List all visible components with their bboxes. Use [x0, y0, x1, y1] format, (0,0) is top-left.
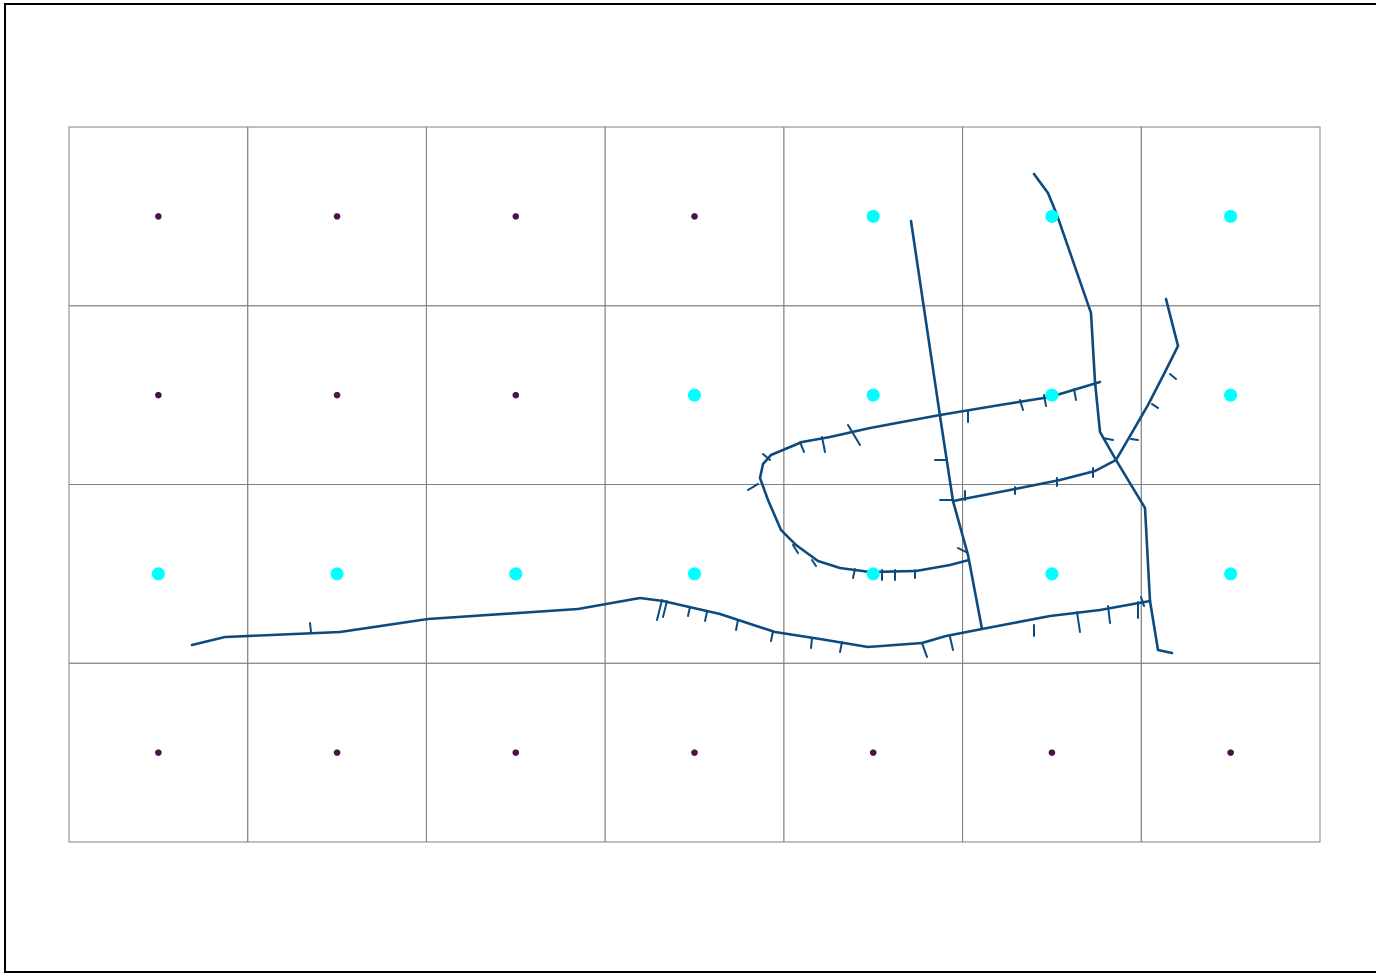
road-tick — [770, 630, 774, 642]
unselected-point[interactable] — [333, 213, 341, 220]
unselected-point[interactable] — [512, 749, 520, 756]
selected-point[interactable] — [509, 567, 523, 581]
unselected-point[interactable] — [512, 391, 520, 399]
road-loop[interactable] — [758, 380, 1102, 574]
road-tick — [847, 424, 861, 446]
road-tick — [1107, 605, 1111, 624]
road-tick — [747, 483, 759, 491]
selected-point[interactable] — [1224, 567, 1238, 581]
unselected-point[interactable] — [691, 213, 698, 220]
road-tick — [1073, 388, 1077, 401]
unselected-point[interactable] — [1227, 749, 1234, 756]
road-tick — [309, 622, 312, 633]
grid-layer — [68, 126, 1321, 843]
road-tick — [957, 547, 967, 553]
road-northeast[interactable] — [1032, 172, 1118, 462]
road-tick — [1102, 437, 1114, 441]
road-tick — [762, 453, 771, 461]
road-tick — [1019, 399, 1024, 411]
selected-point[interactable] — [866, 567, 880, 581]
road-tick — [1043, 394, 1047, 407]
road-north-vertical[interactable] — [909, 219, 984, 631]
road-tick — [1130, 438, 1139, 441]
unselected-point[interactable] — [869, 749, 877, 756]
map-frame — [4, 3, 1376, 973]
road-tick — [792, 544, 799, 554]
road-tick — [1169, 373, 1177, 380]
selected-point[interactable] — [866, 209, 880, 223]
road-tick — [704, 611, 708, 622]
road-tick — [921, 642, 928, 658]
road-tick — [949, 636, 954, 651]
road-tick — [1076, 611, 1081, 633]
selected-point[interactable] — [688, 567, 701, 581]
road-tick — [662, 600, 668, 618]
road-middle[interactable] — [951, 458, 1118, 503]
road-east-spur[interactable] — [1148, 599, 1174, 655]
selected-point[interactable] — [866, 388, 880, 402]
selected-point[interactable] — [1045, 388, 1059, 402]
selected-point[interactable] — [688, 388, 701, 402]
selected-point[interactable] — [1045, 209, 1059, 223]
road-tick — [852, 568, 856, 579]
road-tick — [656, 599, 663, 621]
selected-point[interactable] — [1224, 209, 1238, 223]
unselected-point[interactable] — [512, 213, 520, 220]
unselected-point[interactable] — [333, 391, 341, 399]
unselected-point[interactable] — [691, 749, 698, 756]
road-far-east[interactable] — [1114, 297, 1180, 462]
selected-point[interactable] — [1224, 388, 1238, 402]
road-main[interactable] — [190, 596, 1152, 649]
unselected-point[interactable] — [1048, 749, 1056, 756]
road-tick — [811, 559, 817, 567]
grid-cell — [1140, 662, 1321, 843]
selected-point[interactable] — [1045, 567, 1059, 581]
road-network[interactable] — [190, 172, 1180, 658]
unselected-point[interactable] — [155, 213, 162, 220]
road-east-vertical[interactable] — [1114, 458, 1152, 603]
road-tick-marks — [309, 373, 1177, 658]
road-tick — [687, 606, 691, 617]
road-tick — [1140, 596, 1145, 607]
road-tick — [821, 436, 826, 453]
road-tick — [839, 641, 843, 653]
selected-point[interactable] — [330, 567, 344, 581]
road-tick — [810, 637, 813, 649]
selected-point[interactable] — [151, 567, 165, 581]
unselected-point[interactable] — [155, 749, 162, 756]
unselected-point[interactable] — [155, 391, 162, 399]
road-tick — [735, 619, 739, 631]
road-tick — [799, 441, 805, 453]
unselected-point[interactable] — [333, 749, 341, 756]
sample-points — [151, 209, 1238, 756]
road-tick — [1151, 403, 1159, 409]
